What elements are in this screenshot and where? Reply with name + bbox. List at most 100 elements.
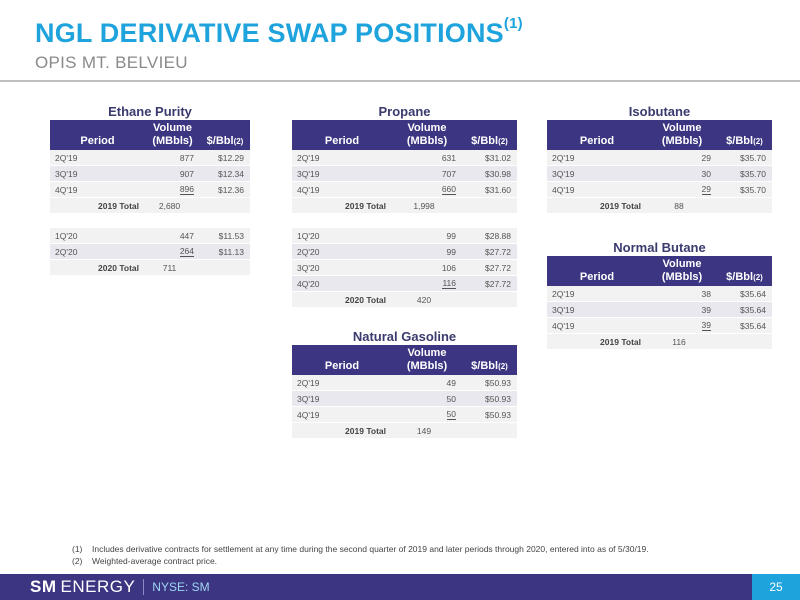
price-column-header: $/Bbl (2) <box>717 256 772 286</box>
period-cell: 2Q'20 <box>55 246 78 257</box>
isobutane-table: Isobutane Period Volume (MBbls) $/Bbl (2) 2Q'1… <box>547 104 772 214</box>
volume-cell: 29 <box>647 182 717 197</box>
price-footnote-marker: (2) <box>233 137 244 146</box>
volume-value: 877 <box>179 152 194 163</box>
volume-cell: 660 <box>392 182 462 197</box>
volume-cell: 116 <box>392 276 462 291</box>
volume-header-line1: Volume <box>662 122 702 134</box>
total-empty <box>200 260 250 275</box>
footer-bar: SM ENERGY NYSE: SM 25 <box>0 574 800 600</box>
total-label: 2019 Total <box>600 336 641 347</box>
price-column-header: $/Bbl (2) <box>462 120 517 150</box>
table-row: 2Q'20 264 $11.13 <box>50 244 250 260</box>
total-empty <box>200 198 250 213</box>
period-cell: 4Q'19 <box>55 184 78 195</box>
title-footnote-marker: (1) <box>503 15 523 32</box>
table-row: 2Q'19 631 $31.02 <box>292 150 517 166</box>
period-cell: 2Q'19 <box>297 377 320 388</box>
period-column-header: Period <box>579 271 615 283</box>
price-cell: $35.70 <box>740 184 766 195</box>
volume-cell: 49 <box>392 375 462 390</box>
period-cell: 4Q'19 <box>297 409 320 420</box>
volume-column-header: Volume (MBbls) <box>392 120 462 150</box>
volume-value: 660 <box>441 184 456 195</box>
table-title: Propane <box>378 104 431 119</box>
period-cell: 2Q'19 <box>552 288 575 299</box>
period-column-header: Period <box>579 135 615 147</box>
price-cell: $12.29 <box>218 152 244 163</box>
volume-value: 29 <box>701 152 711 163</box>
volume-value: 99 <box>446 230 456 241</box>
footer-separator <box>143 579 145 595</box>
volume-header-line1: Volume <box>407 347 447 359</box>
propane-table: Propane Period Volume (MBbls) $/Bbl (2) 2Q'19 6… <box>292 104 517 308</box>
volume-cell: 447 <box>145 228 200 243</box>
total-volume: 149 <box>416 425 432 436</box>
volume-header-line2: (MBbls) <box>406 135 448 147</box>
price-cell: $27.72 <box>485 246 511 257</box>
price-column-header: $/Bbl (2) <box>462 345 517 375</box>
total-volume: 116 <box>672 336 686 347</box>
volume-header-line1: Volume <box>153 122 192 134</box>
period-column-header: Period <box>80 135 115 147</box>
price-cell: $31.60 <box>485 184 511 195</box>
price-footnote-marker: (2) <box>753 273 763 282</box>
table-row: 4Q'19 660 $31.60 <box>292 182 517 198</box>
volume-header-line2: (MBbls) <box>661 271 703 283</box>
price-header-label: $/Bbl <box>206 135 234 147</box>
total-empty <box>462 198 517 213</box>
volume-value: 39 <box>701 320 711 331</box>
table-row: 2Q'19 29 $35.70 <box>547 150 772 166</box>
price-cell: $35.64 <box>740 320 766 331</box>
period-column-header: Period <box>324 360 360 372</box>
total-empty <box>462 423 517 438</box>
volume-value: 447 <box>179 230 194 241</box>
period-cell: 3Q'20 <box>297 262 320 273</box>
volume-value: 50 <box>446 409 456 420</box>
total-row: 2019 Total 149 <box>292 423 517 439</box>
total-label: 2020 Total <box>345 294 386 305</box>
footnote-1: (1) Includes derivative contracts for set… <box>72 544 649 554</box>
period-cell: 4Q'19 <box>297 184 320 195</box>
volume-cell: 29 <box>647 150 717 165</box>
table-row: 3Q'19 39 $35.64 <box>547 302 772 318</box>
period-cell: 1Q'20 <box>55 230 78 241</box>
table-gap <box>292 214 517 228</box>
table-title: Natural Gasoline <box>352 329 457 344</box>
total-row: 2020 Total 711 <box>50 260 250 276</box>
price-cell: $35.70 <box>740 152 766 163</box>
table-row: 3Q'19 707 $30.98 <box>292 166 517 182</box>
price-cell: $11.53 <box>218 230 244 241</box>
volume-cell: 99 <box>392 244 462 259</box>
total-volume: 420 <box>416 294 432 305</box>
total-volume: 88 <box>674 200 684 211</box>
price-cell: $31.02 <box>485 152 511 163</box>
page-number: 25 <box>752 574 800 600</box>
period-cell: 4Q'19 <box>552 184 575 195</box>
price-cell: $35.64 <box>740 304 766 315</box>
table-row: 2Q'19 38 $35.64 <box>547 286 772 302</box>
total-volume: 711 <box>162 262 177 273</box>
price-cell: $30.98 <box>485 168 511 179</box>
volume-column-header: Volume (MBbls) <box>145 120 200 150</box>
table-row: 2Q'19 877 $12.29 <box>50 150 250 166</box>
table-row: 3Q'19 30 $35.70 <box>547 166 772 182</box>
period-cell: 4Q'20 <box>297 278 320 289</box>
volume-header-line2: (MBbls) <box>152 135 193 147</box>
total-row: 2019 Total 116 <box>547 334 772 350</box>
price-footnote-marker: (2) <box>498 137 508 146</box>
volume-value: 264 <box>179 246 194 257</box>
table-title: Ethane Purity <box>108 104 192 119</box>
volume-value: 39 <box>701 304 711 315</box>
volume-cell: 50 <box>392 391 462 406</box>
price-header-label: $/Bbl <box>471 135 499 147</box>
total-volume: 2,680 <box>158 200 181 211</box>
period-cell: 3Q'19 <box>552 304 575 315</box>
volume-value: 30 <box>701 168 711 179</box>
volume-cell: 877 <box>145 150 200 165</box>
period-cell: 3Q'19 <box>297 393 320 404</box>
total-label: 2020 Total <box>98 262 139 273</box>
table-header: Period Volume (MBbls) $/Bbl (2) <box>292 345 517 375</box>
price-cell: $50.93 <box>485 377 511 388</box>
volume-cell: 99 <box>392 228 462 243</box>
